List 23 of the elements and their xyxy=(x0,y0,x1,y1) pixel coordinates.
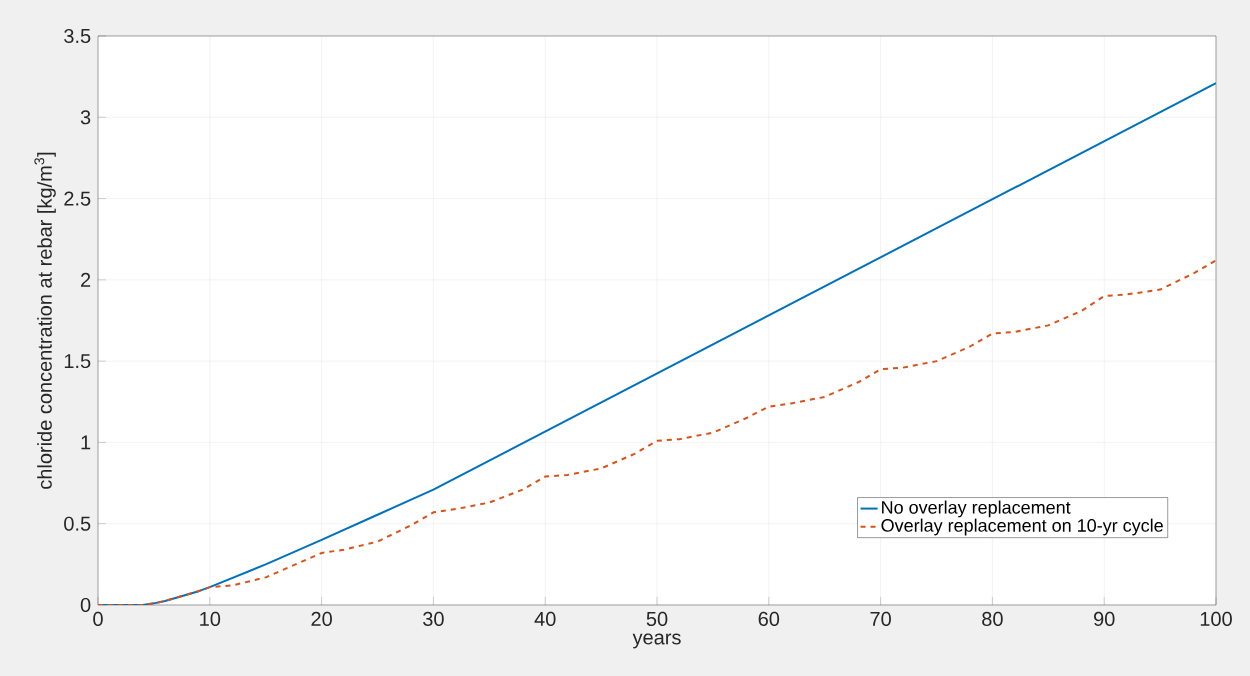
y-tick-label: 1 xyxy=(81,435,91,450)
y-tick-label: 1.5 xyxy=(64,354,91,369)
x-tick-label: 10 xyxy=(200,611,221,627)
y-tick-label: 3 xyxy=(80,110,91,125)
y-tick-label: 3.5 xyxy=(64,28,91,44)
x-tick-label: 20 xyxy=(311,611,332,627)
x-tick-label: 30 xyxy=(423,611,444,627)
x-tick-label: 100 xyxy=(1200,611,1232,627)
x-tick-label: 50 xyxy=(646,611,668,627)
x-tick-label: 0 xyxy=(93,611,103,627)
y-tick-label: 2.5 xyxy=(64,191,91,206)
x-tick-label: 70 xyxy=(870,611,891,627)
y-axis-title: chloride concentration at rebar [kg/m$^{3}$] xyxy=(34,152,56,489)
x-tick-label: 40 xyxy=(534,611,556,627)
x-axis-title: years xyxy=(632,633,681,649)
y-tick-label: 0 xyxy=(80,597,91,613)
y-tick-label: 0.5 xyxy=(64,516,91,531)
x-tick-label: 90 xyxy=(1094,611,1115,627)
legend-label: No overlay replacement xyxy=(882,500,1071,518)
legend-label: Overlay replacement on 10-yr cycle xyxy=(881,518,1163,536)
x-tick-label: 80 xyxy=(982,611,1003,627)
x-tick-label: 60 xyxy=(758,611,780,627)
y-tick-label: 2 xyxy=(81,272,91,287)
